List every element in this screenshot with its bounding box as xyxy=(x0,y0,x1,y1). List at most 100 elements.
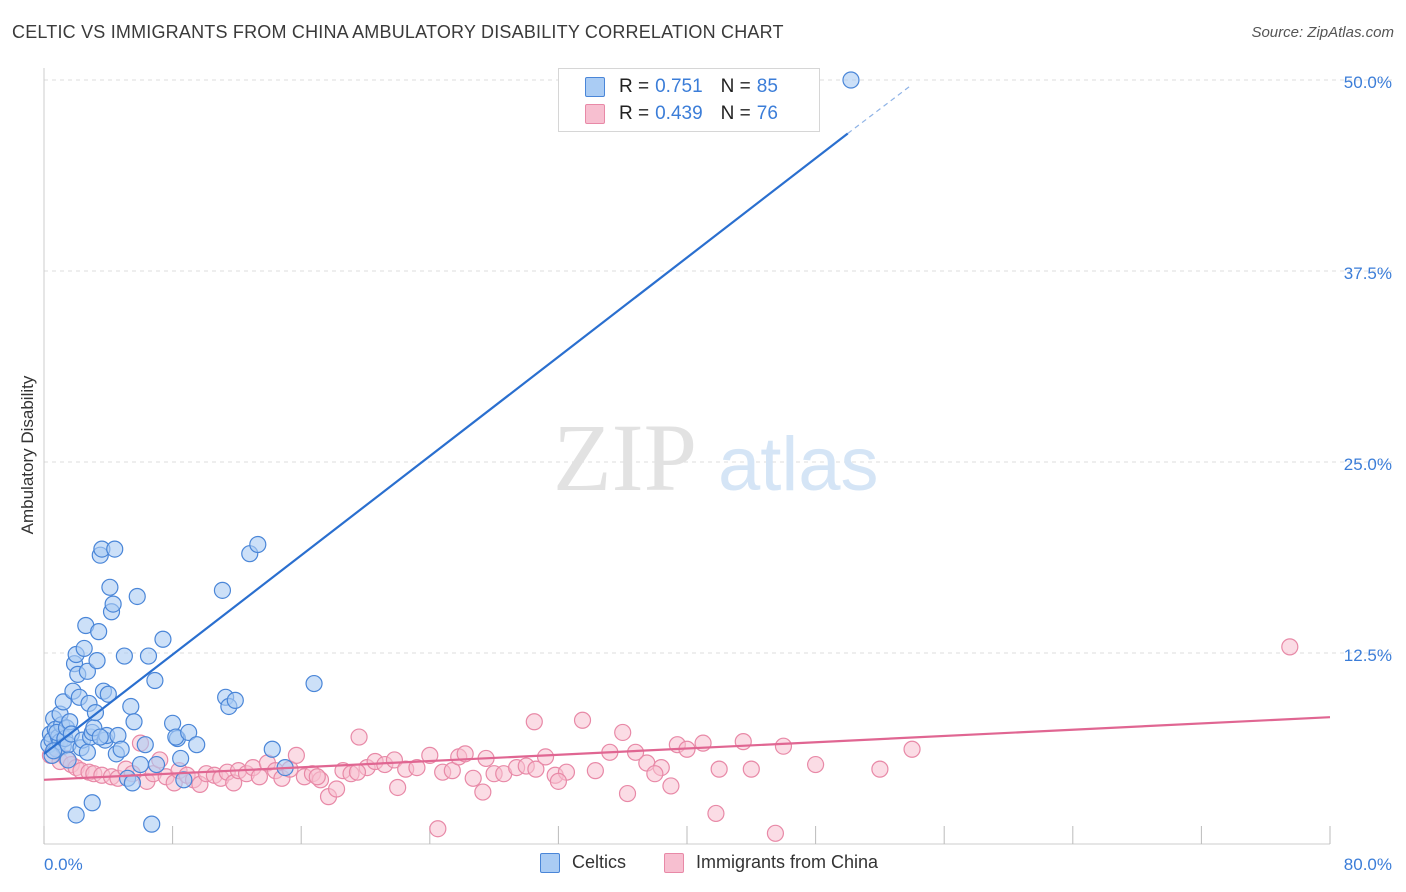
legend-n-value: 76 xyxy=(756,103,778,124)
y-tick-label: 50.0% xyxy=(1344,73,1392,92)
trend-lines xyxy=(43,84,1331,781)
china-point xyxy=(429,820,447,838)
china-point xyxy=(308,768,326,786)
legend-r-value: 0.439 xyxy=(655,103,703,124)
china-point xyxy=(618,784,637,803)
celtics-point xyxy=(67,806,85,824)
legend-n-value: 85 xyxy=(756,76,778,97)
china-point xyxy=(742,760,760,778)
celtics-trend-line xyxy=(43,132,849,755)
celtics-point xyxy=(139,647,158,665)
watermark-zip: ZIP xyxy=(553,404,697,511)
china-point xyxy=(287,746,305,764)
celtics-point xyxy=(136,736,154,754)
celtics-point xyxy=(106,540,124,558)
legend-row-china: R = 0.439 N = 76 xyxy=(585,102,778,126)
celtics-point xyxy=(125,713,143,731)
celtics-point xyxy=(305,674,323,693)
legend-n-label: N = xyxy=(720,103,751,124)
celtics-point xyxy=(131,755,150,774)
legend-swatch-celtics xyxy=(585,77,605,97)
celtics-point xyxy=(154,630,172,648)
china-point xyxy=(421,746,439,764)
celtics-point xyxy=(45,742,63,760)
celtics-points xyxy=(40,71,860,833)
legend-r-label: R = xyxy=(619,76,650,97)
legend-r-value: 0.751 xyxy=(655,76,703,97)
celtics-trend-extension xyxy=(847,84,913,134)
china-point xyxy=(586,762,604,780)
celtics-point xyxy=(226,691,244,709)
celtics-point xyxy=(263,740,281,758)
celtics-point xyxy=(175,771,193,789)
celtics-point xyxy=(147,755,166,774)
china-points xyxy=(41,638,1299,842)
celtics-point xyxy=(112,740,130,758)
china-point xyxy=(348,763,367,781)
celtics-point xyxy=(54,693,72,711)
celtics-point xyxy=(122,697,140,716)
china-point xyxy=(536,748,555,766)
china-point xyxy=(525,713,543,731)
celtics-point xyxy=(213,581,232,599)
celtics-point xyxy=(123,774,142,792)
china-point xyxy=(527,760,545,778)
legend-swatch-china xyxy=(585,104,605,124)
china-point xyxy=(1281,638,1299,656)
bottom-swatch-celtics xyxy=(540,852,560,873)
bottom-legend-celtics: Celtics xyxy=(540,852,626,873)
legend-n-label: N = xyxy=(720,76,751,97)
celtics-point xyxy=(78,743,97,761)
celtics-point xyxy=(83,794,101,812)
china-point xyxy=(871,760,889,778)
tick-labels: 12.5% 25.0% 37.5% 50.0% 0.0% 80.0% xyxy=(44,73,1392,874)
celtics-point xyxy=(180,723,198,742)
celtics-point xyxy=(59,751,77,769)
china-point xyxy=(662,777,680,795)
watermark: ZIP atlas xyxy=(553,404,879,511)
china-point xyxy=(710,760,728,778)
china-point xyxy=(806,755,825,774)
china-trend-line xyxy=(43,716,1331,781)
x-tick-label-min: 0.0% xyxy=(44,855,83,874)
celtics-point xyxy=(90,623,108,641)
china-point xyxy=(408,758,426,777)
celtics-point xyxy=(115,647,133,665)
legend-r-label: R = xyxy=(619,103,650,124)
gridlines xyxy=(44,79,1392,654)
bottom-legend-china: Immigrants from China xyxy=(664,852,878,873)
celtics-point xyxy=(78,662,97,680)
watermark-atlas: atlas xyxy=(718,422,879,507)
china-point xyxy=(456,745,474,763)
celtics-point xyxy=(188,736,206,754)
china-point xyxy=(464,769,482,787)
celtics-point xyxy=(143,815,161,833)
celtics-point xyxy=(842,71,860,89)
celtics-point xyxy=(146,671,164,690)
celtics-point xyxy=(172,749,190,768)
china-point xyxy=(549,772,568,790)
axes xyxy=(43,68,1331,845)
china-point xyxy=(734,733,752,751)
china-point xyxy=(766,824,785,842)
china-point xyxy=(443,762,461,780)
celtics-point xyxy=(99,685,117,703)
y-tick-label: 25.0% xyxy=(1344,455,1392,474)
china-point xyxy=(350,728,368,746)
celtics-point xyxy=(75,639,93,658)
chart-title: CELTIC VS IMMIGRANTS FROM CHINA AMBULATO… xyxy=(12,22,784,42)
celtics-point xyxy=(91,728,109,746)
china-point xyxy=(903,740,921,758)
correlation-legend: R = 0.751 N = 85 R = 0.439 N = 76 xyxy=(558,68,820,132)
china-point xyxy=(646,765,664,783)
legend-row-celtics: R = 0.751 N = 85 xyxy=(585,75,778,99)
celtics-point xyxy=(104,595,122,613)
china-point xyxy=(774,737,793,755)
china-point xyxy=(389,778,407,797)
y-tick-label: 37.5% xyxy=(1344,264,1392,283)
celtics-point xyxy=(249,535,267,554)
china-point xyxy=(474,783,492,801)
source-label: Source: ZipAtlas.com xyxy=(1251,24,1394,41)
china-point xyxy=(614,723,632,742)
